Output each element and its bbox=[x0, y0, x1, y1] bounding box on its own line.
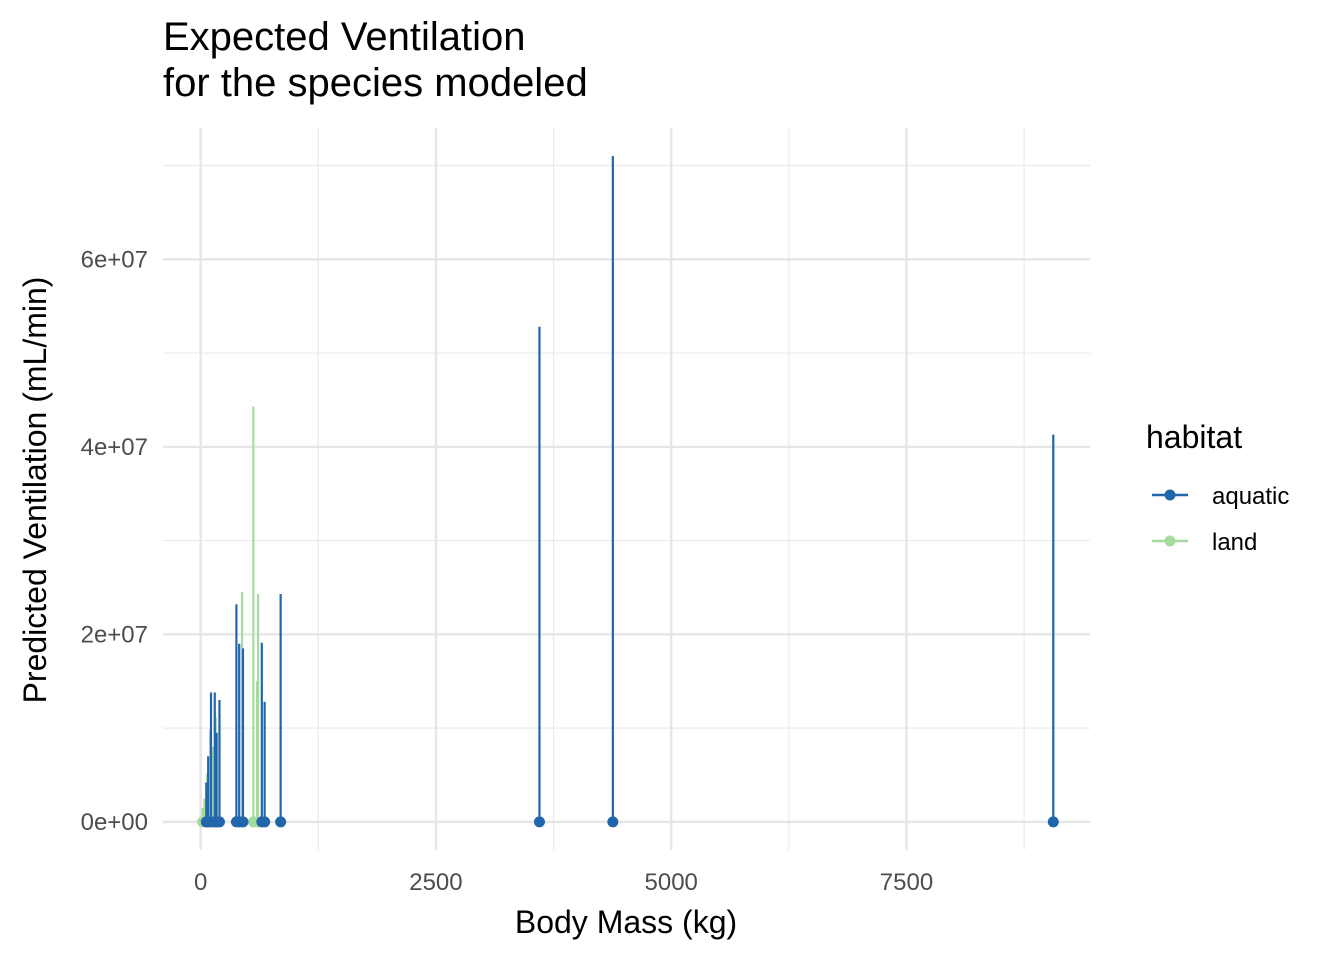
legend-label-land: land bbox=[1212, 529, 1257, 556]
data-marks bbox=[197, 156, 1059, 828]
aquatic-data-point bbox=[607, 816, 619, 828]
aquatic-data-point bbox=[533, 816, 545, 828]
y-tick-label: 2e+07 bbox=[81, 621, 148, 648]
legend-title: habitat bbox=[1146, 419, 1242, 455]
legend-key-point-aquatic bbox=[1164, 489, 1176, 501]
aquatic-data-point bbox=[259, 816, 271, 828]
aquatic-data-point bbox=[275, 816, 287, 828]
aquatic-data-point bbox=[213, 816, 225, 828]
y-tick-label: 6e+07 bbox=[81, 246, 148, 273]
legend-label-aquatic: aquatic bbox=[1212, 483, 1289, 510]
aquatic-data-point bbox=[237, 816, 249, 828]
minor-gridlines bbox=[163, 128, 1090, 850]
legend: habitat aquatic land bbox=[1146, 419, 1289, 556]
y-axis-title: Predicted Ventilation (mL/min) bbox=[17, 277, 53, 704]
major-gridlines bbox=[163, 128, 1090, 850]
y-tick-label: 4e+07 bbox=[81, 434, 148, 461]
y-tick-label: 0e+00 bbox=[81, 809, 148, 836]
chart-title-line-1: Expected Ventilation bbox=[163, 15, 526, 59]
chart-title-line-2: for the species modeled bbox=[163, 61, 588, 105]
y-axis-ticks: 0e+00 2e+07 4e+07 6e+07 bbox=[81, 246, 148, 836]
x-tick-label: 5000 bbox=[645, 869, 698, 896]
chart-title: Expected Ventilation for the species mod… bbox=[163, 14, 588, 106]
x-axis-ticks: 0 2500 5000 7500 bbox=[194, 869, 933, 896]
x-tick-label: 7500 bbox=[880, 869, 933, 896]
x-tick-label: 2500 bbox=[409, 869, 462, 896]
x-axis-title: Body Mass (kg) bbox=[515, 904, 737, 940]
legend-key-point-land bbox=[1164, 535, 1176, 547]
x-tick-label: 0 bbox=[194, 869, 207, 896]
aquatic-data-point bbox=[1047, 816, 1059, 828]
